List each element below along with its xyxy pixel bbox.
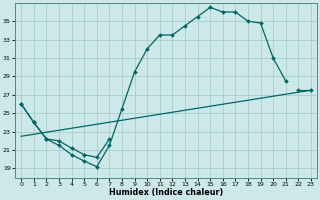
X-axis label: Humidex (Indice chaleur): Humidex (Indice chaleur) bbox=[109, 188, 223, 197]
